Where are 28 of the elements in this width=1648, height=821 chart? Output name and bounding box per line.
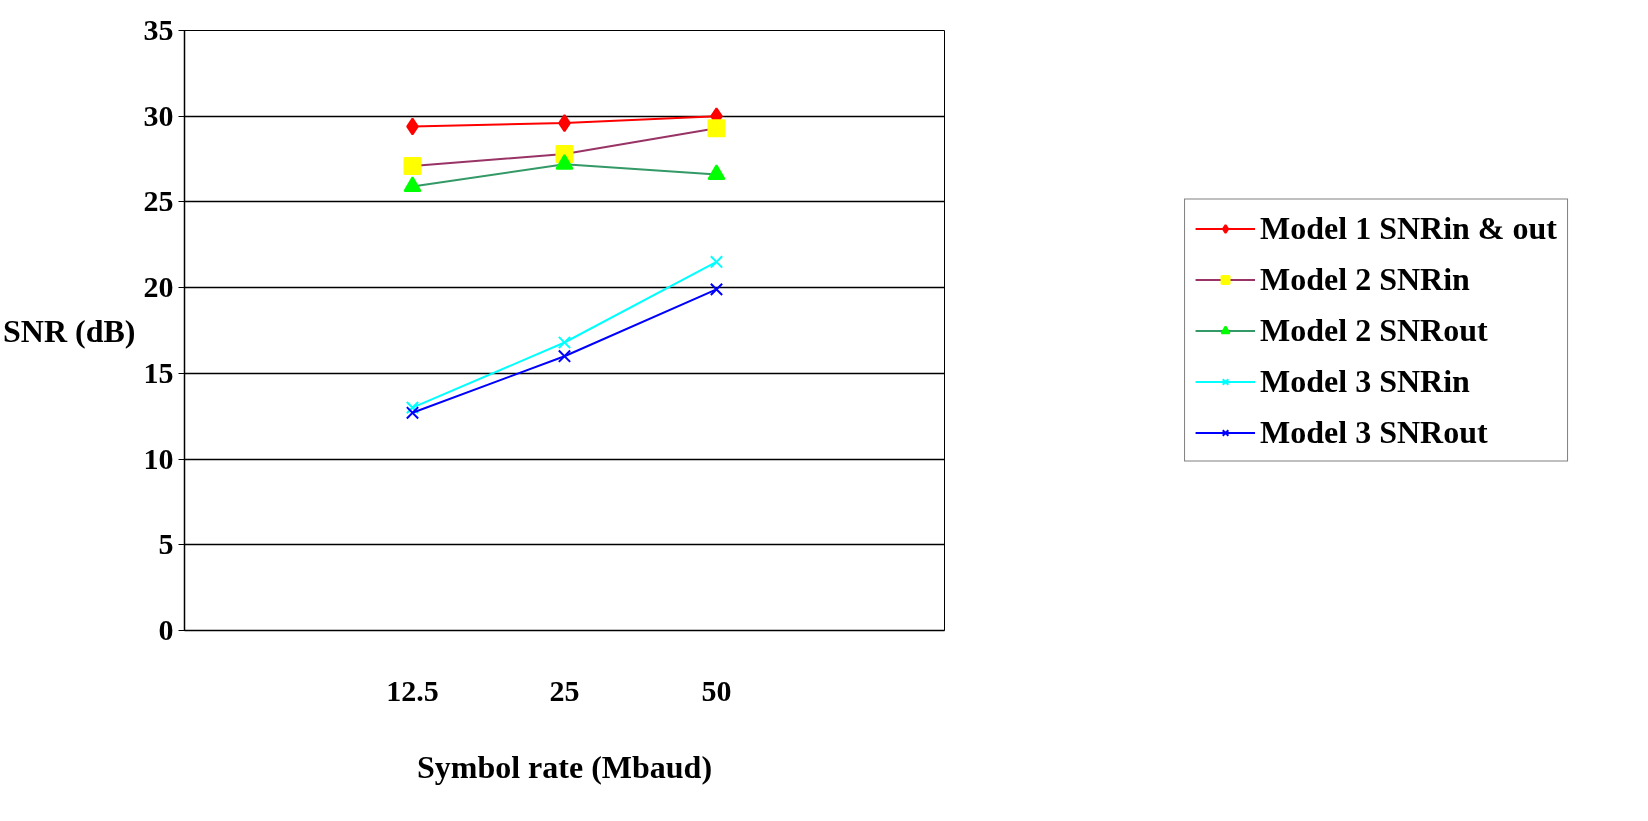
- legend-label: Model 1 SNRin & out: [1260, 209, 1557, 247]
- x-tick-label: 25: [549, 673, 580, 707]
- point: [707, 164, 726, 181]
- y-tick-label: 5: [158, 527, 174, 561]
- point: [709, 255, 724, 269]
- point: [403, 156, 422, 175]
- x-tick-label: 50: [701, 673, 732, 707]
- y-tick-label: 10: [143, 441, 174, 475]
- y-tick-label: 35: [143, 13, 174, 46]
- legend-label: Model 2 SNRin: [1260, 260, 1470, 298]
- x-axis-title: Symbol rate (Mbaud): [416, 748, 713, 785]
- y-tick-label: 15: [143, 355, 174, 389]
- point: [405, 400, 420, 415]
- y-tick-label: 30: [143, 98, 174, 132]
- x-tick-label: 12.5: [386, 673, 439, 707]
- legend-label: Model 3 SNRin: [1260, 362, 1470, 400]
- y-axis-title: SNR (dB): [3, 312, 136, 349]
- y-tick-label: 25: [143, 184, 174, 218]
- legend-label: Model 2 SNRout: [1260, 311, 1488, 349]
- legend-label: Model 3 SNRout: [1260, 413, 1488, 451]
- y-tick-label: 20: [143, 270, 174, 304]
- point: [403, 176, 422, 193]
- point: [405, 406, 420, 420]
- point: [557, 349, 572, 363]
- point: [557, 335, 572, 350]
- y-tick-label: 0: [158, 613, 174, 646]
- point: [707, 119, 726, 138]
- point: [709, 282, 724, 297]
